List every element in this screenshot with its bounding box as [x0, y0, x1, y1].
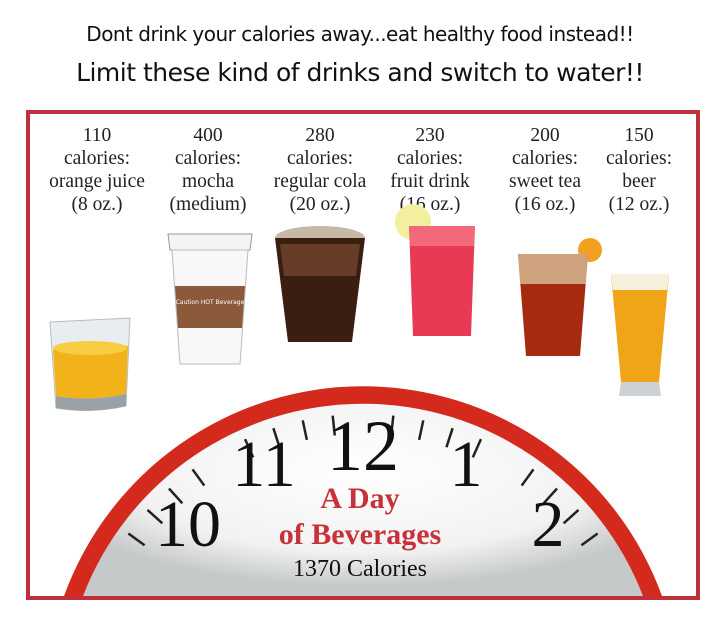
- mocha-cup-image: Caution HOT Beverage: [167, 233, 253, 365]
- clock-title-line-1: A Day: [320, 482, 400, 515]
- clock-tick: [168, 487, 184, 505]
- clock-tick: [562, 509, 580, 525]
- drink-name: sweet tea: [508, 171, 582, 192]
- calories-value: 150: [624, 125, 654, 146]
- clock-number-11: 11: [232, 428, 296, 501]
- orange-juice-glass-image: [49, 317, 131, 412]
- clock-tick: [445, 427, 454, 448]
- headline-line-2: Limit these kind of drinks and switch to…: [76, 58, 644, 87]
- calories-value: 280: [305, 125, 335, 146]
- calories-unit: calories:: [63, 148, 131, 169]
- cola-cup-image: [275, 226, 365, 342]
- calories-unit: calories:: [605, 148, 673, 169]
- fruit-drink-glass-image: [395, 204, 475, 336]
- clock-tick: [417, 420, 425, 441]
- drink-size: (16 oz.): [514, 194, 576, 215]
- drink-size: (medium): [169, 194, 247, 215]
- sweet-tea-glass-image: [518, 238, 602, 356]
- clock-title-line-2: of Beverages: [278, 518, 442, 551]
- drink-name: orange juice: [49, 171, 145, 192]
- drink-size: (8 oz.): [71, 194, 123, 215]
- clock-tick: [520, 468, 535, 487]
- clock-number-10: 10: [155, 488, 221, 561]
- clock-tick: [243, 438, 255, 458]
- drink-name: beer: [622, 171, 656, 192]
- drink-label-beer: 150 calories: beer (12 oz.): [606, 124, 672, 216]
- drink-name: fruit drink: [390, 171, 470, 192]
- clock-number-2: 2: [531, 488, 565, 561]
- drink-name: regular cola: [273, 171, 367, 192]
- clock-tick: [191, 468, 206, 487]
- calories-value: 230: [415, 125, 445, 146]
- drink-size: (20 oz.): [289, 194, 351, 215]
- clock-tick: [127, 532, 146, 547]
- drink-size: (12 oz.): [608, 194, 670, 215]
- clock-tick: [471, 438, 483, 458]
- clock-dial: [83, 403, 643, 596]
- clock-tick: [272, 427, 281, 448]
- clock-number-12: 12: [327, 406, 399, 486]
- clock-number-1: 1: [449, 428, 483, 501]
- drink-label-mocha: 400 calories: mocha (medium): [170, 124, 247, 216]
- drink-name: mocha: [182, 171, 234, 192]
- calories-value: 200: [530, 125, 560, 146]
- clock-tick: [146, 509, 164, 525]
- clock-tick: [301, 420, 309, 441]
- drink-label-cola: 280 calories: regular cola (20 oz.): [274, 124, 367, 216]
- headline-line-1: Dont drink your calories away...eat heal…: [86, 22, 634, 46]
- total-calories: 1370 Calories: [293, 556, 427, 582]
- clock-tick: [580, 532, 599, 547]
- clock-tick: [331, 415, 337, 436]
- drink-label-sweet-tea: 200 calories: sweet tea (16 oz.): [509, 124, 581, 216]
- calories-unit: calories:: [174, 148, 242, 169]
- calories-unit: calories:: [286, 148, 354, 169]
- clock-tick: [389, 415, 395, 436]
- beer-glass-image: [611, 274, 669, 396]
- clock-tick: [542, 487, 558, 505]
- calories-unit: calories:: [396, 148, 464, 169]
- cup-text: Caution HOT Beverage: [176, 299, 245, 306]
- clock-ticks: [127, 415, 599, 547]
- calories-value: 400: [193, 125, 223, 146]
- infographic-frame: 110 calories: orange juice (8 oz.) 400 c…: [26, 110, 700, 600]
- clock-face: [64, 386, 662, 596]
- calories-unit: calories:: [511, 148, 579, 169]
- drink-label-orange-juice: 110 calories: orange juice (8 oz.): [49, 124, 145, 216]
- calories-value: 110: [82, 125, 112, 146]
